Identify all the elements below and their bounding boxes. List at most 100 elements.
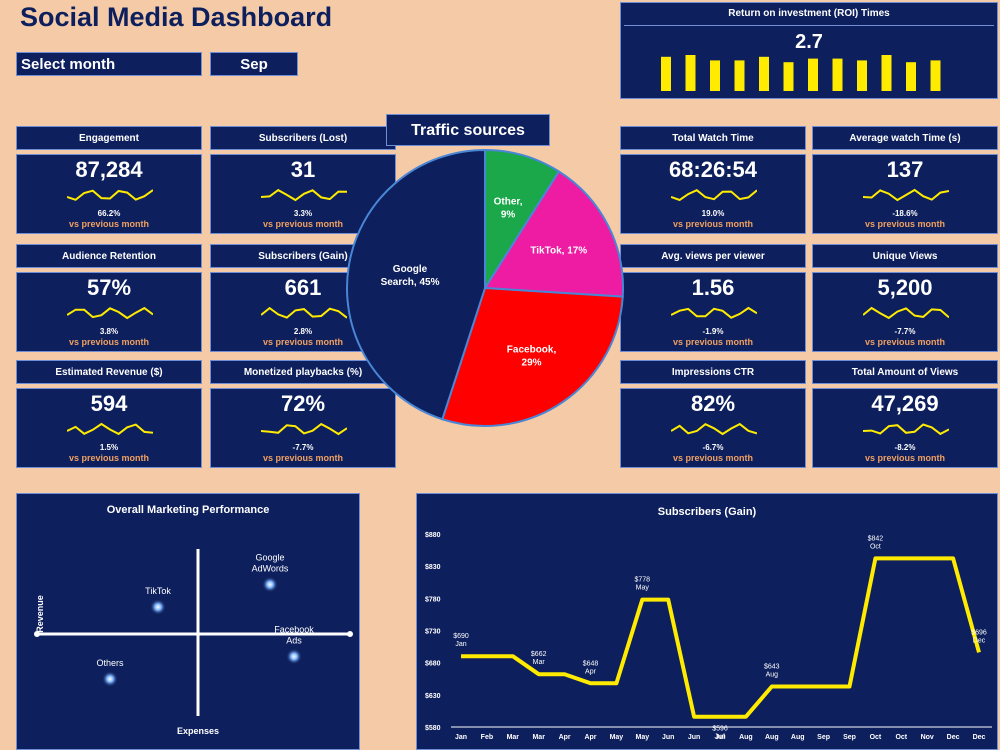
pie-slice-label: 9% <box>501 209 516 220</box>
kpi-card-value: 47,269 <box>871 391 939 416</box>
quadrant-point-label: Others <box>96 658 124 668</box>
kpi-card-title: Avg. views per viewer <box>620 244 806 268</box>
kpi-card-value: 72% <box>280 391 326 416</box>
x-tick-label: Dec <box>973 734 986 741</box>
kpi-card-title: Audience Retention <box>16 244 202 268</box>
kpi-card-title: Subscribers (Lost) <box>210 126 396 150</box>
x-tick-label: Apr <box>559 734 571 741</box>
x-tick-label: Oct <box>895 734 907 741</box>
y-tick-label: $630 <box>425 693 441 700</box>
kpi-card-change: -18.6% <box>892 209 918 218</box>
x-tick-label: Feb <box>481 734 493 741</box>
subscribers-gain-line-chart: $880 $830 $780 $730 $680 $630 $580 Jan Feb Mar Mar… <box>425 532 992 741</box>
x-tick-label: Mar <box>532 734 545 741</box>
month-select[interactable]: Sep <box>210 52 298 76</box>
line-data-label: Jun <box>714 734 725 741</box>
kpi-card-comparison: vs previous month <box>68 453 149 463</box>
kpi-card-change: -7.7% <box>894 327 916 336</box>
kpi-card-title: Total Amount of Views <box>812 360 998 384</box>
kpi-card: Total Watch Time 68:26:54 19.0% vs previous… <box>620 126 806 234</box>
line-data-label: $648 <box>583 660 599 667</box>
kpi-card-comparison: vs previous month <box>864 453 945 463</box>
quadrant-x-axis-label: Expenses <box>177 726 219 736</box>
kpi-sparkline <box>863 188 949 202</box>
x-tick-label: Mar <box>507 734 520 741</box>
x-tick-label: Aug <box>791 734 805 741</box>
roi-bar <box>759 56 769 91</box>
quadrant-point-label: TikTok <box>145 586 171 596</box>
x-tick-label: May <box>610 734 624 741</box>
kpi-card-comparison: vs previous month <box>672 219 753 229</box>
kpi-card-comparison: vs previous month <box>864 219 945 229</box>
line-data-label: Aug <box>766 671 779 678</box>
y-tick-label: $780 <box>425 596 441 603</box>
kpi-card-value: 661 <box>284 275 322 300</box>
kpi-card-title: Total Watch Time <box>620 126 806 150</box>
quadrant-point-label: Google <box>255 553 284 563</box>
x-tick-label: May <box>635 734 649 741</box>
kpi-card-body: 87,284 66.2% vs previous month <box>16 154 202 234</box>
kpi-card-change: -1.9% <box>702 327 724 336</box>
kpi-card-comparison: vs previous month <box>68 219 149 229</box>
kpi-card-comparison: vs previous month <box>262 337 343 347</box>
line-data-label: Dec <box>973 637 986 644</box>
kpi-card-title: Impressions CTR <box>620 360 806 384</box>
roi-bar <box>857 60 867 91</box>
quadrant-y-axis-label: Revenue <box>35 595 45 633</box>
roi-value: 2.7 <box>795 31 823 53</box>
roi-bar <box>808 58 818 91</box>
x-tick-label: Apr <box>584 734 596 741</box>
subscribers-gain-panel: Subscribers (Gain) $880 $830 $780 $730 $680 $… <box>416 493 998 750</box>
roi-title: Return on investment (ROI) Times <box>728 8 890 19</box>
quadrant-point <box>286 648 302 665</box>
kpi-sparkline <box>261 188 347 202</box>
kpi-card-title: Average watch Time (s) <box>812 126 998 150</box>
line-data-label: $643 <box>764 663 780 670</box>
pie-slice <box>441 286 624 427</box>
quadrant-point <box>150 599 166 615</box>
kpi-sparkline <box>671 422 757 436</box>
kpi-card-body: 137 -18.6% vs previous month <box>812 154 998 234</box>
kpi-sparkline <box>671 189 757 202</box>
roi-bar <box>906 62 916 91</box>
kpi-card: Unique Views 5,200 -7.7% vs previous month <box>812 244 998 352</box>
kpi-card: Average watch Time (s) 137 -18.6% vs previo… <box>812 126 998 234</box>
pie-slice <box>483 170 624 298</box>
roi-bar <box>930 60 941 91</box>
roi-bar <box>685 55 696 91</box>
kpi-card-body: 57% 3.8% vs previous month <box>16 272 202 352</box>
kpi-card-change: 3.3% <box>293 209 313 218</box>
y-tick-label: $680 <box>425 661 441 668</box>
kpi-card-value: 82% <box>690 391 736 416</box>
select-month-label: Select month <box>16 52 202 76</box>
kpi-sparkline <box>671 306 757 319</box>
line-data-label: Oct <box>870 543 881 550</box>
kpi-card-change: 19.0% <box>701 209 725 218</box>
x-tick-label: Jul <box>715 734 725 741</box>
kpi-card-body: 47,269 -8.2% vs previous month <box>812 388 998 468</box>
kpi-card-title: Engagement <box>16 126 202 150</box>
y-tick-label: $580 <box>425 725 441 732</box>
kpi-card-title: Unique Views <box>812 244 998 268</box>
kpi-card-value: 57% <box>86 275 132 300</box>
pie-slice-label: Search, 45% <box>381 277 440 288</box>
pie-slice-label: Google <box>393 264 428 275</box>
x-tick-label: Jun <box>688 734 700 741</box>
roi-panel: Return on investment (ROI) Times 2.7 <box>620 2 998 99</box>
kpi-card-change: -7.7% <box>292 443 314 452</box>
x-tick-label: Aug <box>739 734 753 741</box>
kpi-card-value: 1.56 <box>691 275 735 300</box>
pie-slice-label: TikTok, 17% <box>530 245 587 256</box>
pie-slice-label: Facebook, <box>507 344 557 355</box>
x-tick-label: Jan <box>455 734 467 741</box>
x-tick-label: Dec <box>947 734 960 741</box>
quadrant-point-label: Ads <box>286 636 302 646</box>
quadrant-point <box>102 671 118 687</box>
x-tick-label: Jun <box>662 734 674 741</box>
line-data-label: $596 <box>712 726 728 733</box>
roi-bar-chart <box>661 55 941 91</box>
kpi-sparkline <box>261 422 347 436</box>
kpi-card-body: 68:26:54 19.0% vs previous month <box>620 154 806 234</box>
page-title: Social Media Dashboard <box>20 2 333 32</box>
kpi-card-value: 31 <box>290 157 316 182</box>
